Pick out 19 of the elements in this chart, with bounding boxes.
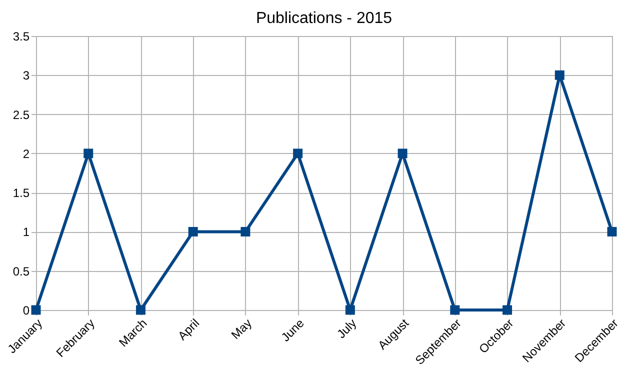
x-tick-label: July xyxy=(334,316,360,342)
point xyxy=(293,148,303,158)
y-tick-label: 3 xyxy=(22,68,30,83)
y-tick-label: 1 xyxy=(22,225,30,240)
y-tick-label: 0 xyxy=(22,304,30,318)
point xyxy=(607,226,617,236)
point xyxy=(554,70,564,80)
x-tick-label: May xyxy=(228,316,254,342)
point xyxy=(188,226,198,236)
point xyxy=(398,148,408,158)
point xyxy=(84,148,94,158)
chart-title: Publications - 2015 xyxy=(256,10,392,27)
y-tick-label: 2 xyxy=(22,146,30,161)
point xyxy=(240,226,250,236)
y-tick-label: 2.5 xyxy=(12,108,30,122)
y-tick-label: 1.5 xyxy=(12,186,30,200)
y-tick-label: 0.5 xyxy=(12,264,30,278)
y-tick-label: 3.5 xyxy=(12,30,30,44)
point xyxy=(31,305,41,315)
